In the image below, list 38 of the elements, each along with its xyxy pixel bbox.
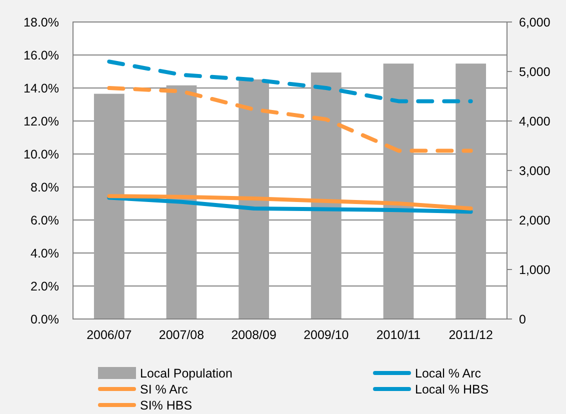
bar — [166, 85, 197, 319]
bar — [310, 72, 342, 319]
x-tick-label: 2010/11 — [376, 328, 421, 342]
legend-label: SI% HBS — [140, 398, 192, 412]
bar — [456, 64, 486, 319]
line-series — [107, 194, 473, 210]
y-tick-label: 8.0% — [30, 180, 59, 194]
y2-tick-label: 0 — [519, 312, 526, 326]
legend-label: Local Population — [140, 366, 232, 380]
y2-tick-label: 6,000 — [519, 15, 550, 30]
x-tick-label: 2007/08 — [158, 328, 204, 342]
y-tick-label: 4.0% — [30, 246, 59, 260]
y2-tick-label: 3,000 — [519, 164, 550, 178]
y-tick-label: 0.0% — [30, 312, 59, 326]
line-series — [107, 196, 473, 214]
x-tick-label: 2011/12 — [448, 328, 494, 342]
y-tick-label: 16.0% — [24, 48, 59, 62]
bar — [94, 94, 124, 319]
y2-tick-label: 1,000 — [519, 262, 550, 277]
bar — [383, 64, 414, 319]
y-tick-label: 18.0% — [24, 15, 59, 30]
legend-label: Local % Arc — [415, 366, 482, 380]
bar — [238, 79, 270, 319]
y-tick-label: 12.0% — [24, 114, 59, 128]
legend-label: Local % HBS — [415, 382, 489, 396]
legend-label: SI % Arc — [140, 382, 188, 396]
x-tick-label: 2009/10 — [304, 328, 349, 342]
y-tick-label: 6.0% — [30, 213, 59, 228]
x-tick-label: 2006/07 — [86, 328, 132, 342]
y-tick-label: 2.0% — [30, 279, 59, 294]
y2-tick-label: 4,000 — [519, 114, 550, 128]
y2-tick-label: 5,000 — [519, 64, 550, 79]
x-tick-label: 2008/09 — [231, 328, 276, 342]
y-tick-label: 14.0% — [24, 81, 59, 96]
line-series — [107, 86, 473, 153]
y-tick-label: 10.0% — [24, 147, 59, 162]
line-series — [107, 60, 473, 104]
y2-tick-label: 2,000 — [519, 213, 550, 228]
